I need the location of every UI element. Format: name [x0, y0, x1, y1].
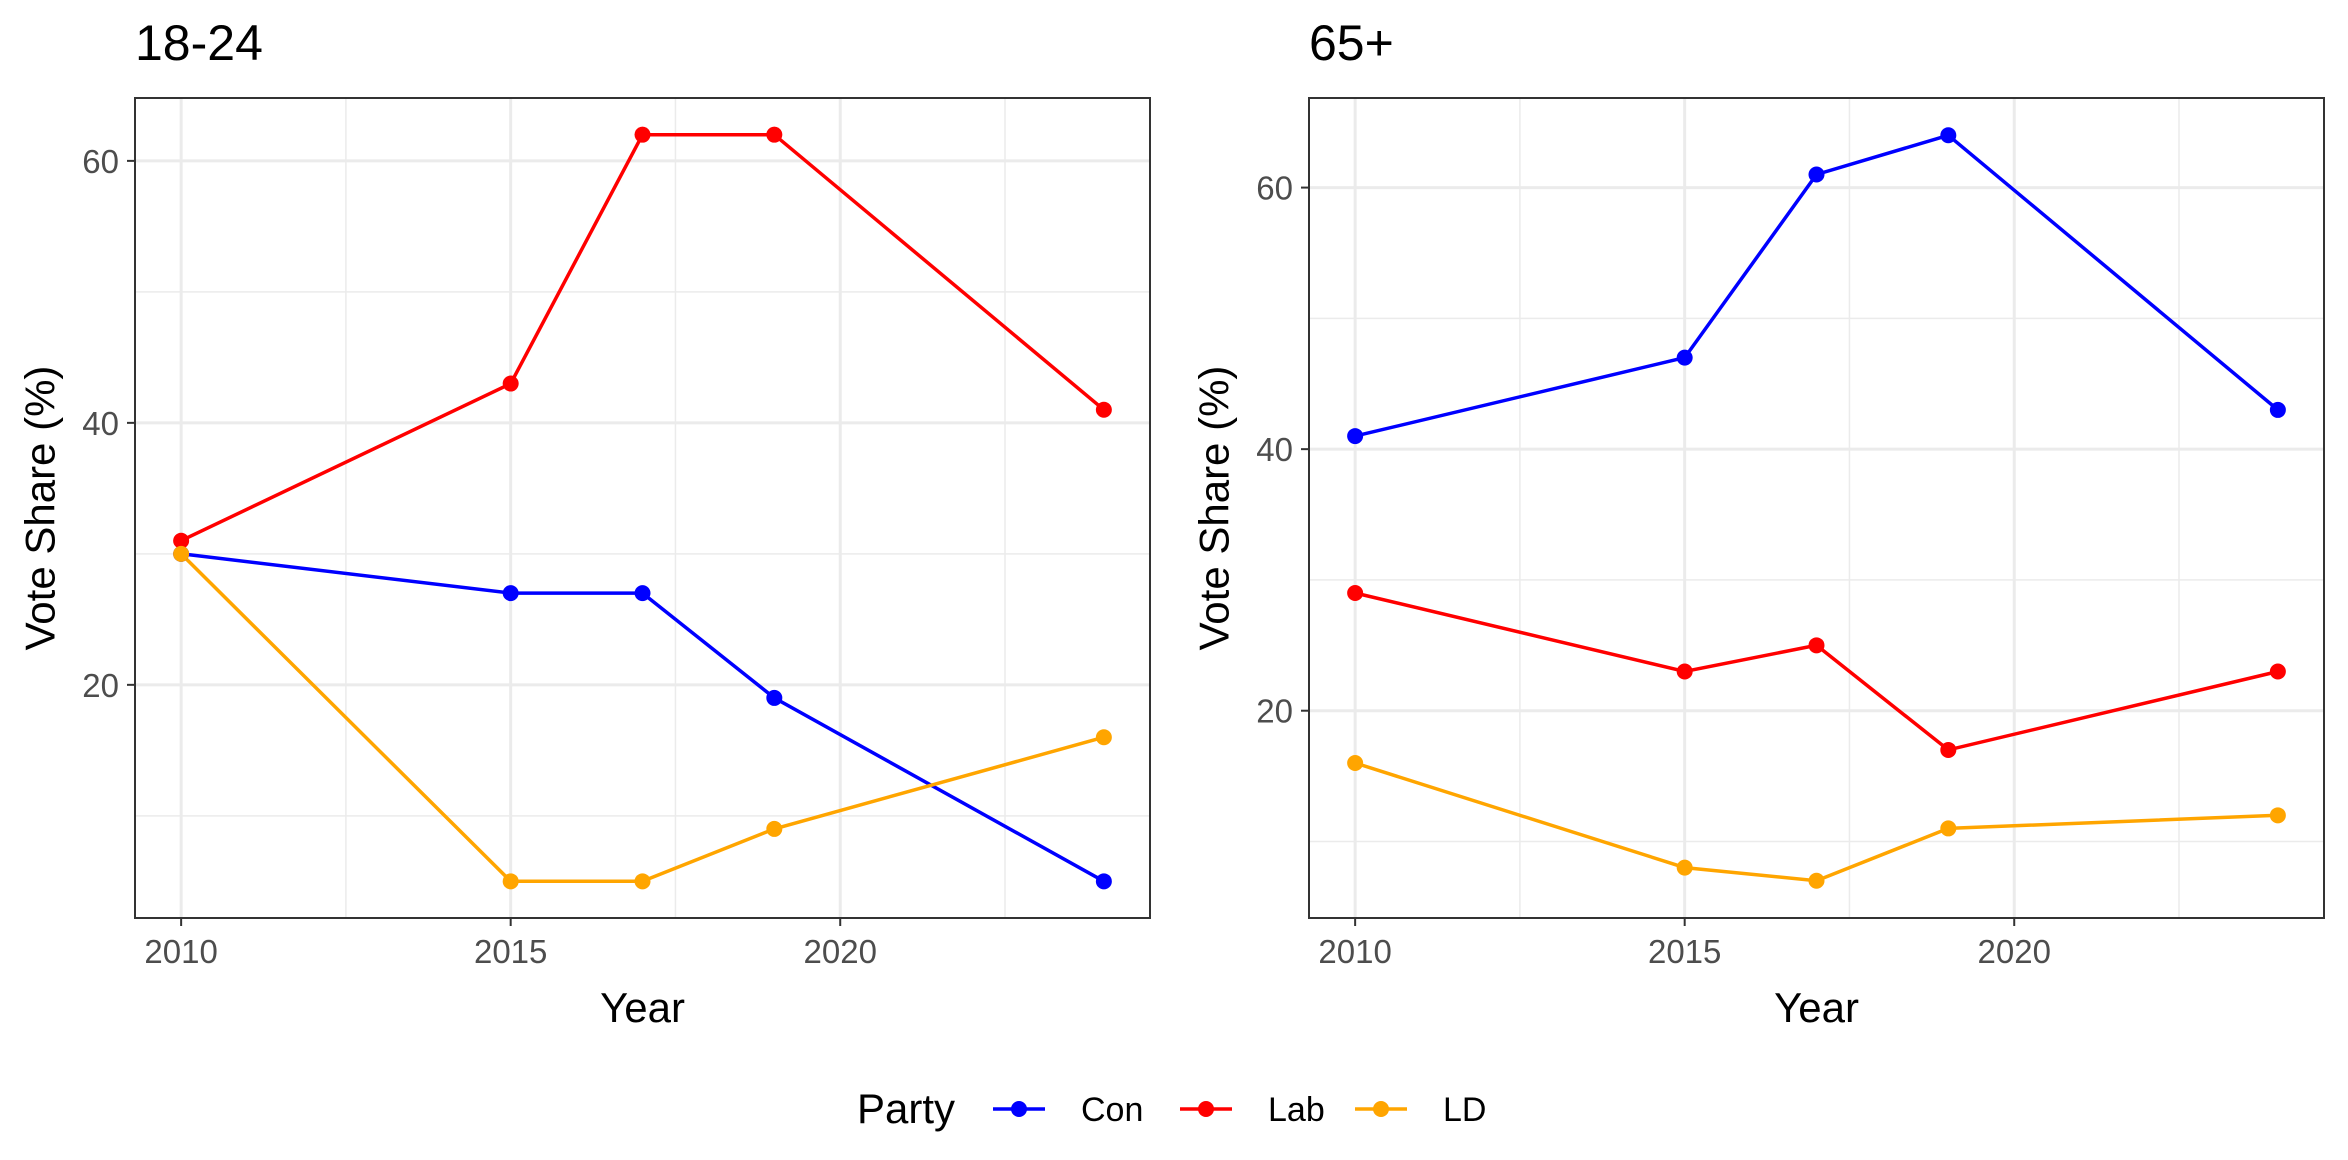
data-point-con [1347, 428, 1364, 445]
series-line-lab [180, 132, 1106, 543]
data-point-ld [502, 873, 519, 890]
y-tick-label: 60 [1256, 170, 1293, 207]
x-axis-title: Year [600, 984, 685, 1031]
data-point-con [502, 585, 519, 602]
y-tick-label: 20 [82, 667, 119, 704]
data-point-con [1808, 166, 1825, 183]
y-tick-label: 20 [1256, 693, 1293, 730]
series-line-lab [1354, 591, 2279, 752]
y-axis-title: Vote Share (%) [1191, 366, 1238, 651]
series-line-ld [179, 552, 1105, 884]
y-tick-label: 60 [82, 143, 119, 180]
data-point-ld [1940, 820, 1957, 837]
panel-border [1308, 97, 2325, 919]
data-point-lab [2269, 663, 2286, 680]
legend-key-point-con [1011, 1101, 1027, 1117]
data-point-lab [634, 126, 651, 143]
panel-18-24: 20 40 60 2010 2015 2020 18-24 Year Vote Share (%… [17, 15, 1151, 1031]
y-axis-title: Vote Share (%) [17, 366, 64, 651]
data-point-lab [1347, 585, 1364, 602]
panel-border [134, 97, 1151, 919]
data-point-lab [1095, 401, 1112, 418]
y-tick-label: 40 [82, 405, 119, 442]
data-point-con [634, 585, 651, 602]
data-point-ld [634, 873, 651, 890]
data-point-ld [173, 545, 190, 562]
data-point-lab [1676, 663, 1693, 680]
data-point-ld [1095, 729, 1112, 746]
x-tick-label: 2010 [144, 933, 217, 970]
data-point-lab [1940, 741, 1957, 758]
data-point-con [1676, 349, 1693, 366]
data-point-ld [1676, 859, 1693, 876]
data-point-lab [173, 532, 190, 549]
x-tick-label: 2015 [1648, 933, 1721, 970]
x-tick-label: 2010 [1318, 933, 1391, 970]
legend: Party Con Lab LD [857, 1085, 1486, 1132]
data-point-ld [1808, 872, 1825, 889]
x-tick-label: 2020 [1978, 933, 2051, 970]
data-point-con [1095, 873, 1112, 890]
data-point-lab [766, 126, 783, 143]
data-point-lab [1808, 637, 1825, 654]
data-point-ld [766, 820, 783, 837]
panel-title: 18-24 [135, 15, 263, 71]
data-point-con [766, 689, 783, 706]
legend-title: Party [857, 1085, 955, 1132]
x-axis-title: Year [1774, 984, 1859, 1031]
legend-label-lab: Lab [1268, 1091, 1325, 1129]
data-point-ld [2269, 807, 2286, 824]
legend-label-ld: LD [1443, 1091, 1486, 1129]
y-tick-label: 40 [1256, 431, 1293, 468]
legend-label-con: Con [1081, 1091, 1143, 1129]
series-line-ld [1354, 761, 2278, 883]
panel-65-plus: 20 40 60 2010 2015 2020 65+ Year Vote Share (%) [1191, 15, 2325, 1031]
x-tick-label: 2020 [804, 933, 877, 970]
series-line-con [180, 552, 1105, 883]
legend-key-point-lab [1198, 1101, 1214, 1117]
panel-title: 65+ [1309, 15, 1394, 71]
data-point-con [2269, 401, 2286, 418]
x-tick-label: 2015 [474, 933, 547, 970]
data-point-ld [1347, 755, 1364, 772]
data-point-con [1940, 127, 1957, 144]
legend-key-point-ld [1373, 1101, 1389, 1117]
data-point-lab [502, 375, 519, 392]
